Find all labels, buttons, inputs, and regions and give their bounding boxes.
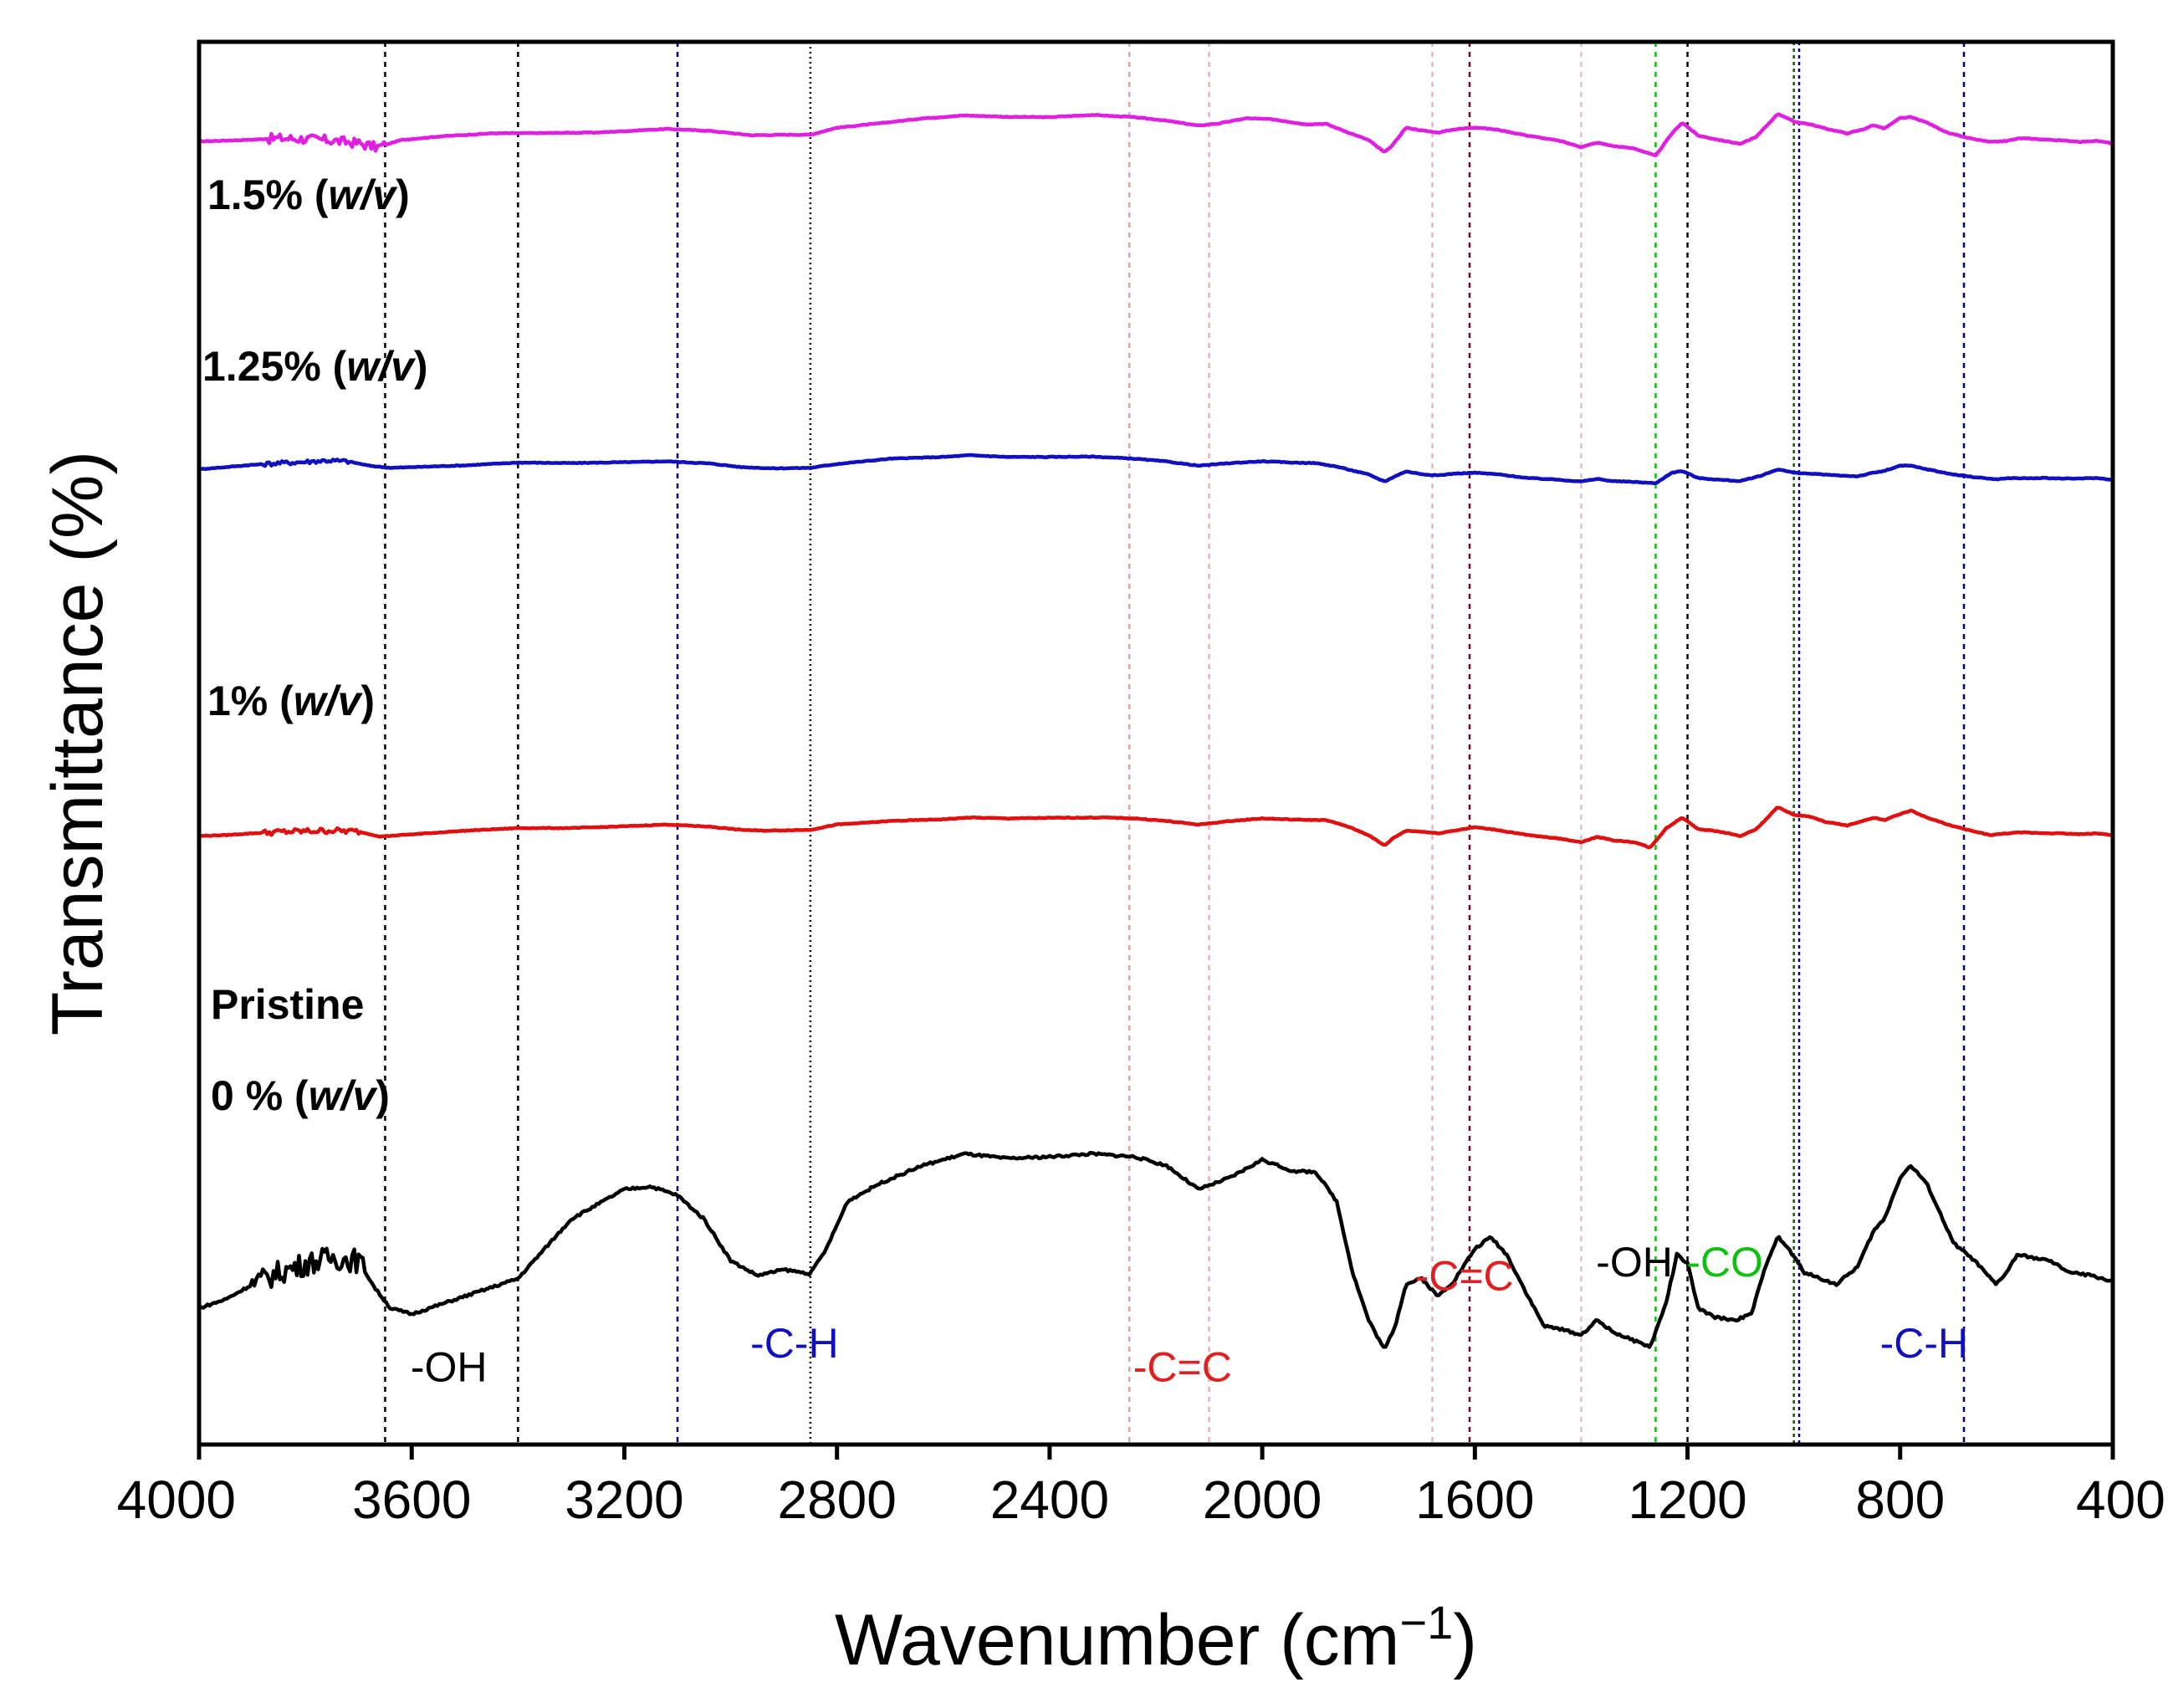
series-line [198,1151,2114,1349]
band-annotation: -CO [1686,1239,1763,1286]
series-line [198,805,2114,850]
series-label: 1.5% (w/v) [207,171,410,218]
band-annotations: -OH -C-H -C=C -C=C -OH -CO -C-H [411,1239,1968,1391]
x-axis-title: Wavenumber (cm−1) [835,1596,1477,1681]
series-label: 0 % (w/v) [211,1072,390,1119]
series-label: 1.25% (w/v) [202,343,428,390]
series-label-line1: Pristine [211,981,364,1028]
band-annotation: -C-H [750,1320,839,1367]
x-tick-label: 3600 [352,1470,471,1530]
reference-lines [384,42,1966,1445]
band-annotation: -C=C [1415,1253,1514,1300]
series-lines [198,112,2114,1349]
series-label: 1% (w/v) [207,678,375,724]
series-line [198,112,2114,158]
x-tick-label: 2000 [1203,1470,1322,1530]
series-labels: 1.5% (w/v) 1.25% (w/v) 1% (w/v) Pristine 0 %… [202,171,428,1119]
band-annotation: -OH [411,1344,488,1391]
y-axis-title: Transmittance (%) [38,451,118,1036]
band-annotation: -C-H [1880,1320,1969,1367]
x-tick-label: 800 [1855,1470,1945,1530]
series-line [198,453,2114,485]
plot-frame [197,39,2115,1447]
x-tick-label: 4000 [117,1470,236,1530]
band-annotation: -OH [1596,1239,1673,1286]
x-tick-label: 1200 [1628,1470,1746,1530]
x-axis-ticks: 4000 3600 3200 2800 2400 2000 1600 1200 800 400 [117,1445,2165,1530]
x-tick-label: 400 [2076,1470,2165,1530]
x-tick-label: 2400 [990,1470,1109,1530]
x-tick-label: 1600 [1415,1470,1534,1530]
band-annotation: -C=C [1133,1344,1232,1391]
x-tick-label: 2800 [777,1470,896,1530]
x-tick-label: 3200 [565,1470,683,1530]
